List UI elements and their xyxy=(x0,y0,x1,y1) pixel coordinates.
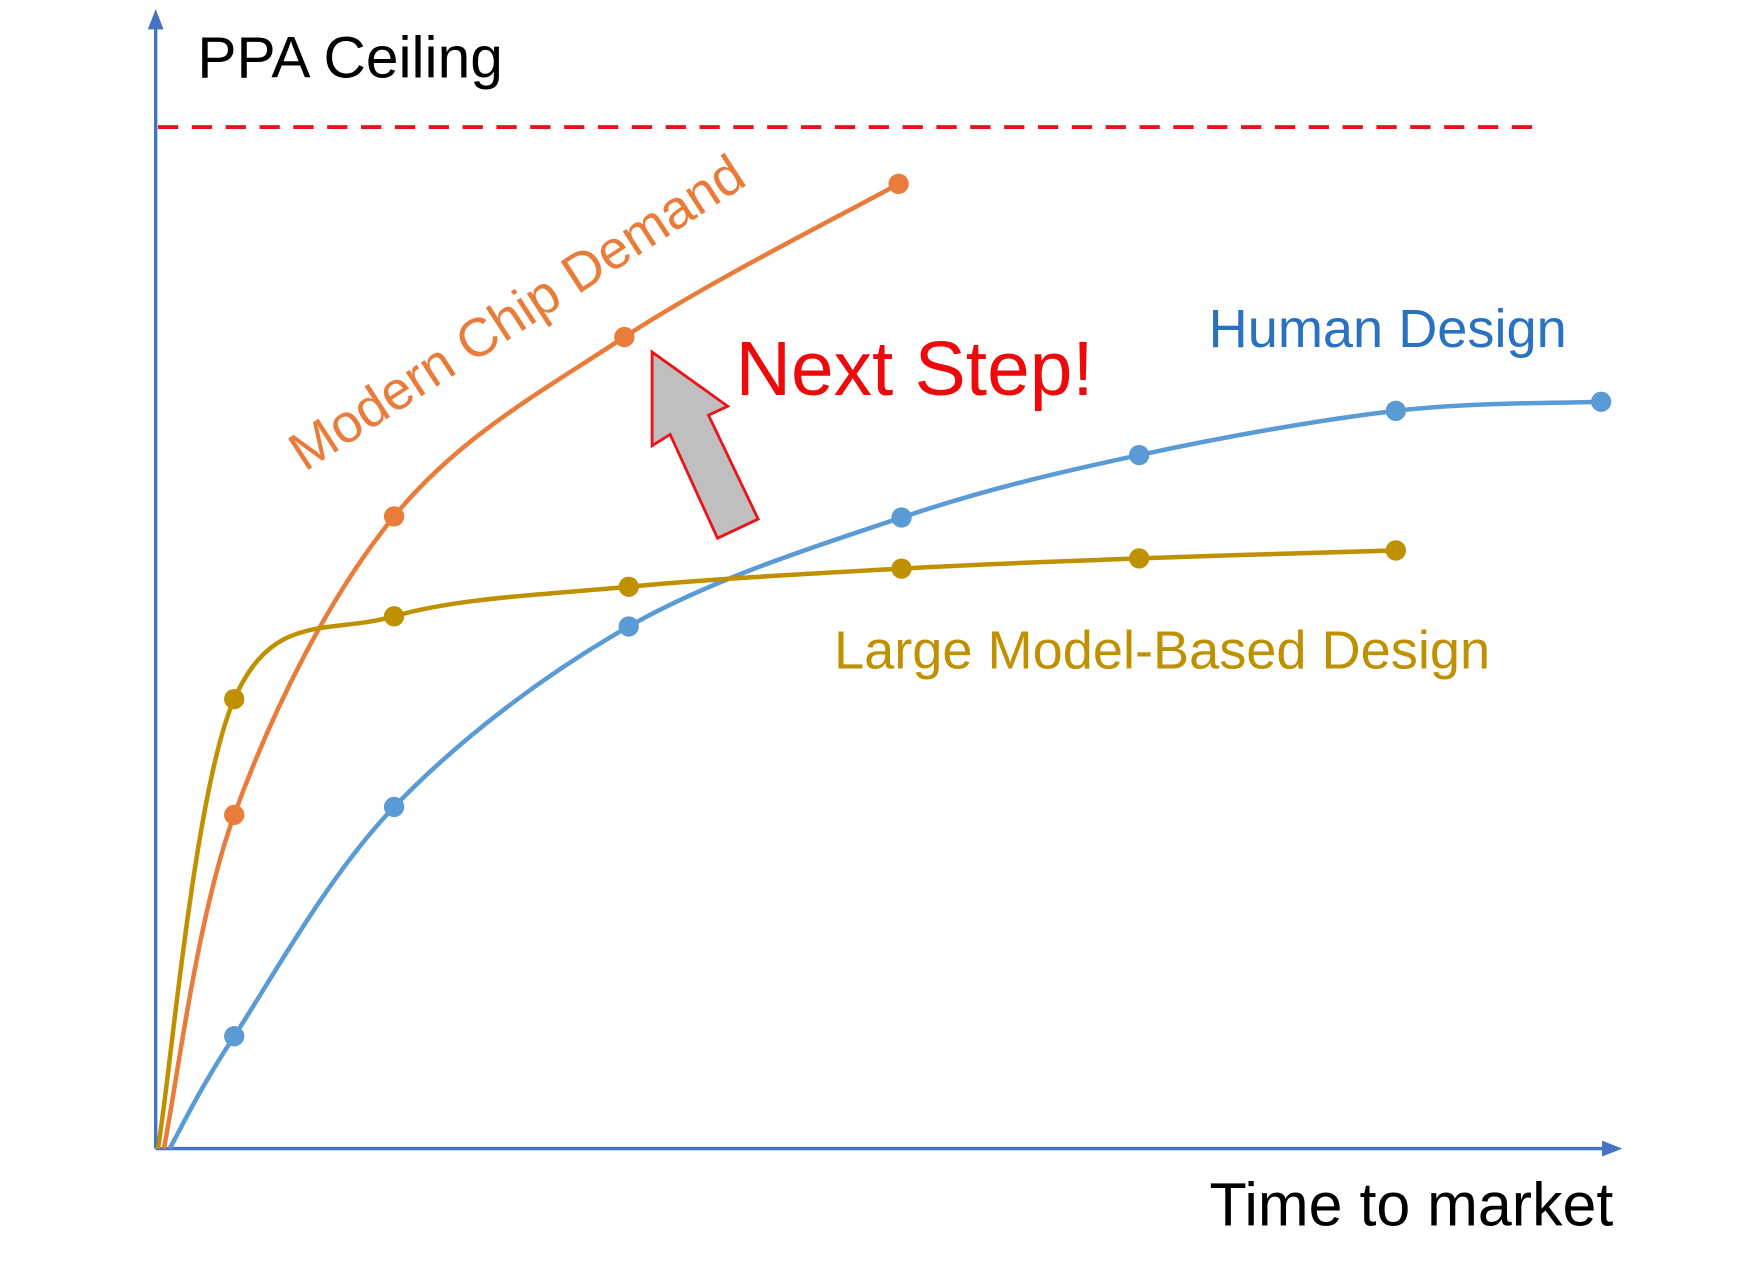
data-point xyxy=(224,688,245,710)
axes xyxy=(147,9,1623,1157)
data-point xyxy=(383,606,405,627)
data-point xyxy=(383,796,405,818)
series-line xyxy=(167,399,1602,1150)
data-point xyxy=(383,506,405,527)
data-point xyxy=(1590,391,1612,412)
data-point xyxy=(891,558,912,579)
data-point xyxy=(614,326,635,348)
series-label: Large Model-Based Design xyxy=(834,621,1490,681)
series-label: Human Design xyxy=(1209,299,1567,359)
data-point xyxy=(1385,400,1406,421)
data-point xyxy=(618,576,639,597)
x-axis-label: Time to market xyxy=(1209,1171,1613,1239)
annotation: Next Step! xyxy=(736,327,1094,412)
y-axis-label: PPA Ceiling xyxy=(197,26,502,91)
y-axis-arrow xyxy=(147,9,164,30)
data-point xyxy=(618,616,639,637)
data-point xyxy=(224,804,245,826)
data-point xyxy=(891,507,912,528)
next-step-arrow xyxy=(650,349,761,541)
data-point xyxy=(1385,540,1406,561)
data-point xyxy=(1128,548,1150,569)
data-point xyxy=(224,1026,245,1047)
x-axis-arrow xyxy=(1602,1140,1623,1157)
data-point xyxy=(1128,444,1150,466)
data-point xyxy=(888,173,909,194)
